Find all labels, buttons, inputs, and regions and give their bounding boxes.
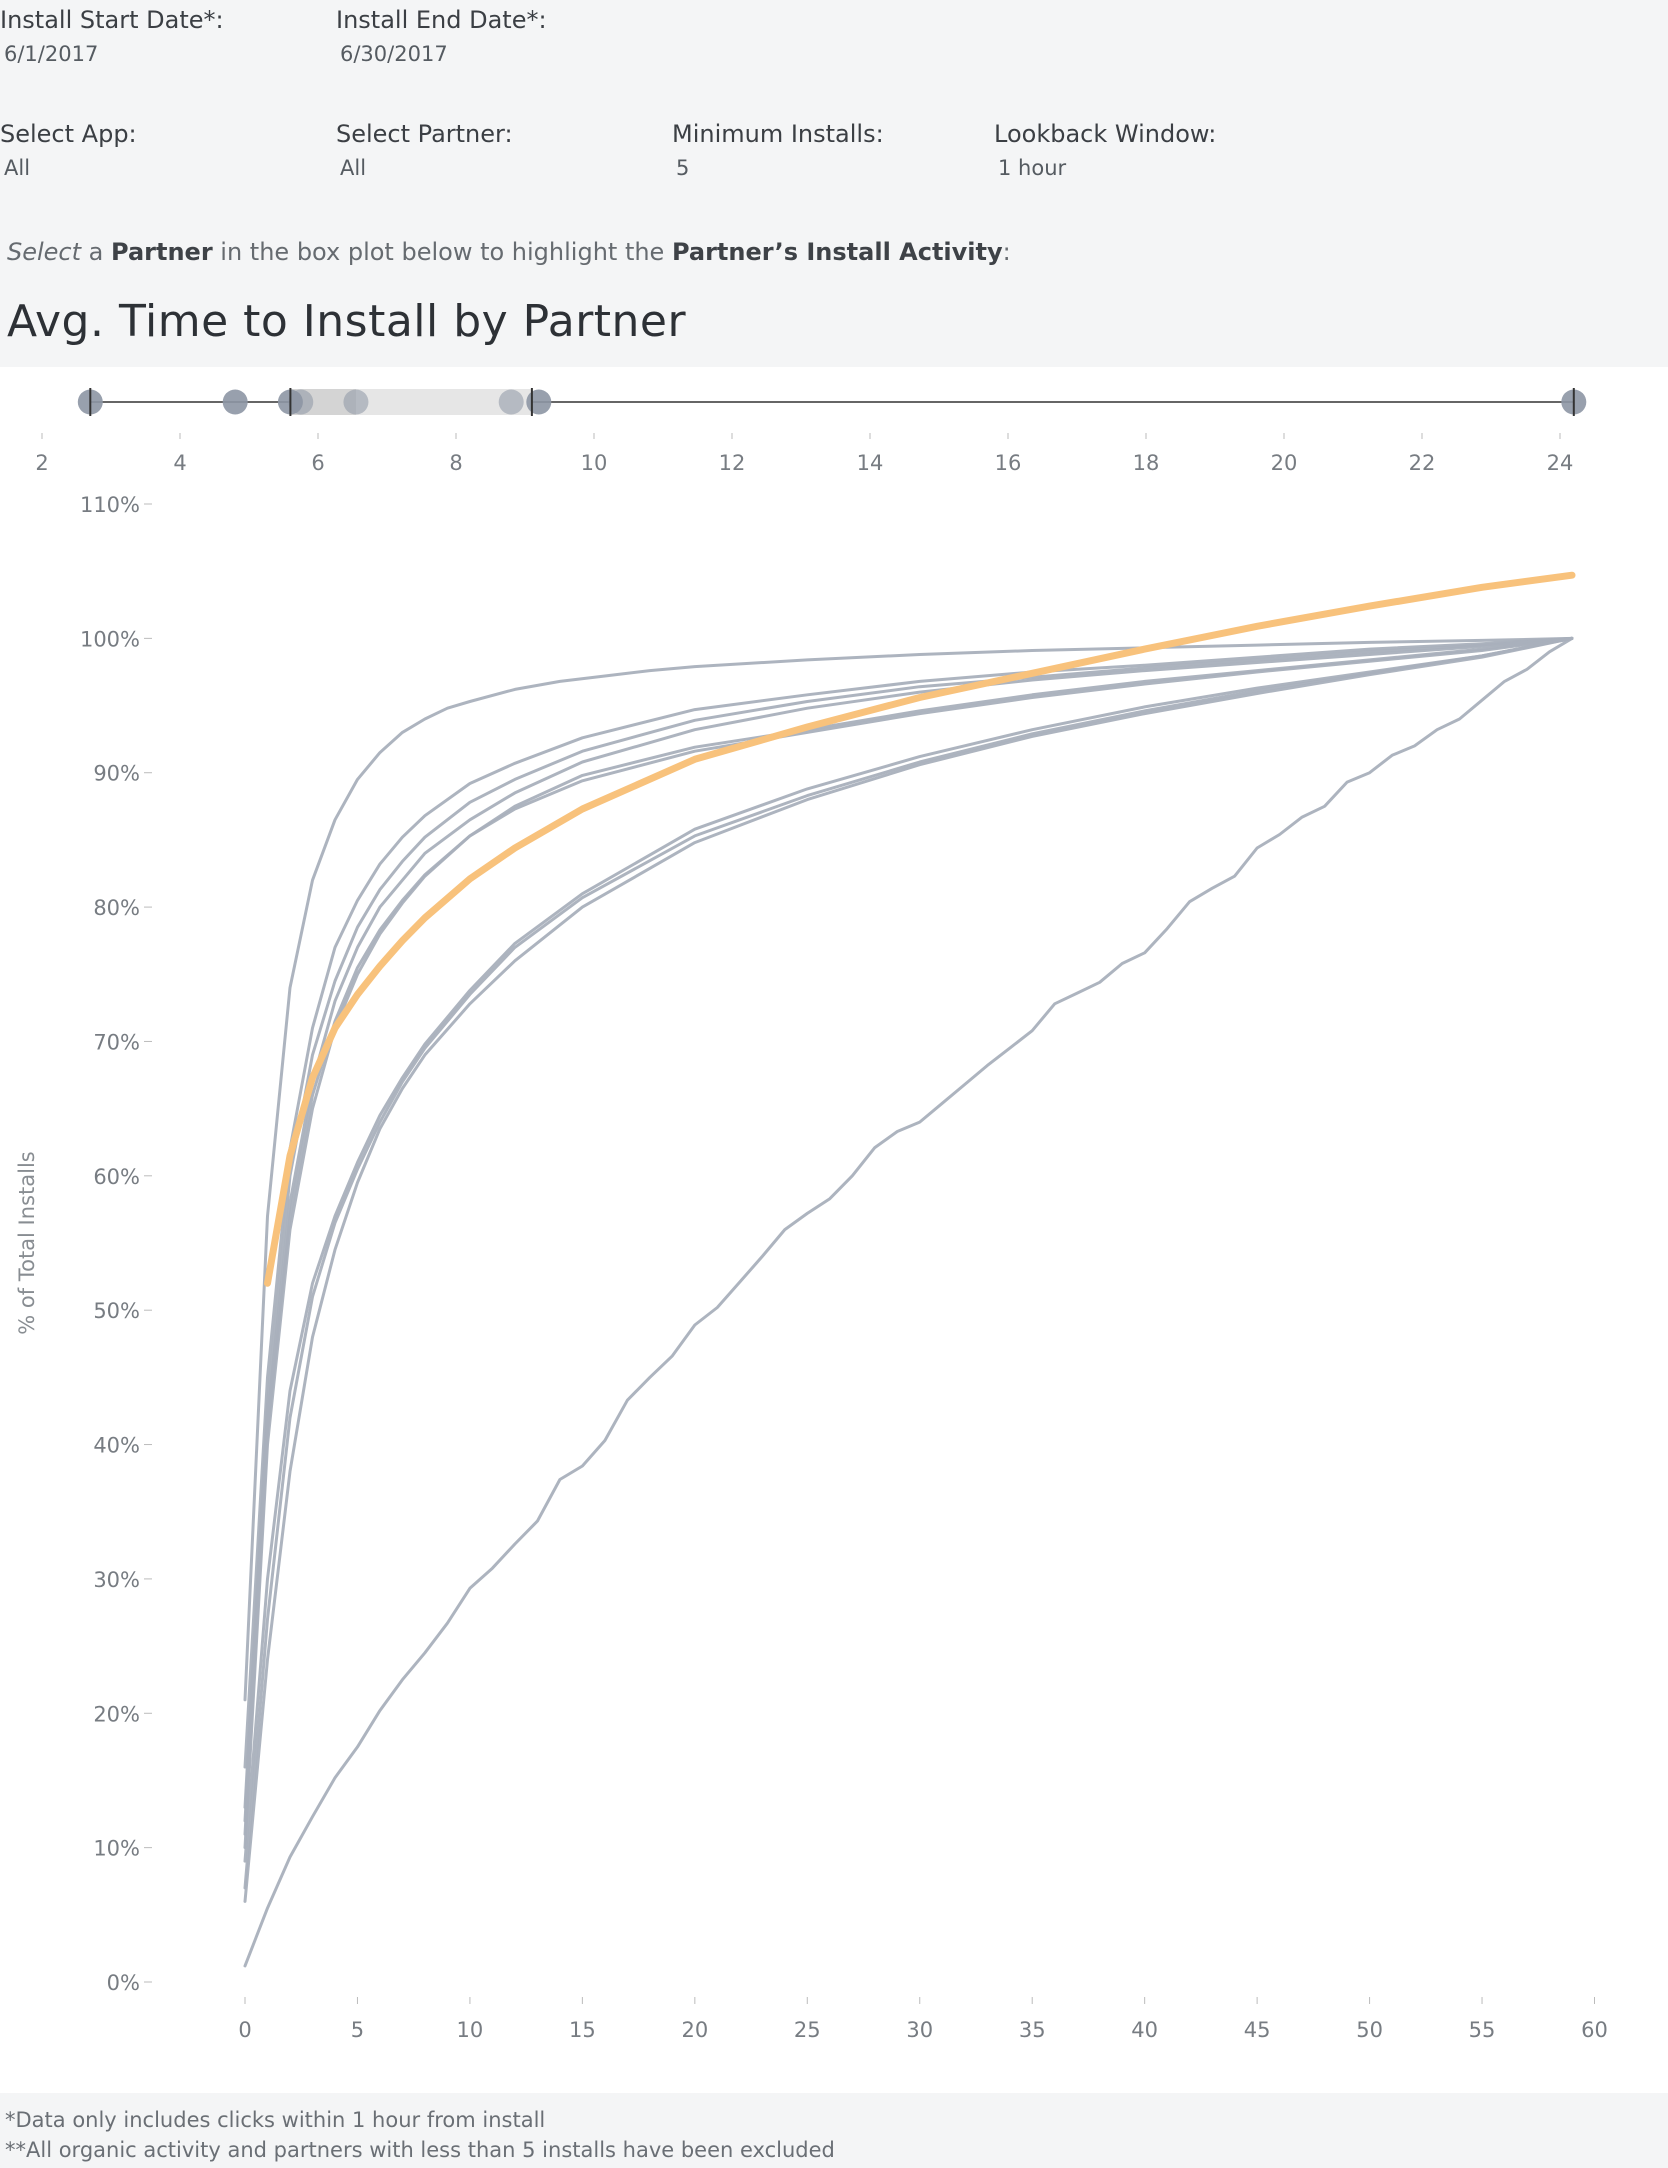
x-tick-label-0: 0 xyxy=(238,2018,251,2042)
filter-panel: Install Start Date*: 6/1/2017 Install En… xyxy=(0,0,1668,367)
install-start-date-label: Install Start Date*: xyxy=(0,6,224,34)
lookback-window-filter[interactable]: Lookback Window: 1 hour xyxy=(994,120,1216,180)
y-tick-label-6: 60% xyxy=(93,1165,140,1189)
box-tick-label-8: 18 xyxy=(1133,451,1160,475)
minimum-installs-value[interactable]: 5 xyxy=(676,156,690,180)
lookback-window-label: Lookback Window: xyxy=(994,120,1217,148)
y-tick-label-4: 40% xyxy=(93,1434,140,1458)
x-tick-label-4: 20 xyxy=(681,2018,708,2042)
select-partner-value[interactable]: All xyxy=(340,156,367,180)
x-tick-label-5: 25 xyxy=(794,2018,821,2042)
box-plot[interactable]: 2 4 6 8 10 12 14 16 18 20 22 24 xyxy=(35,388,1587,475)
y-tick-label-8: 80% xyxy=(93,896,140,920)
instruction-activity-phrase: Partner’s Install Activity xyxy=(671,238,1003,266)
highlighted-partner-line[interactable] xyxy=(264,571,1576,1287)
footer-panel: *Data only includes clicks within 1 hour… xyxy=(0,2093,1668,2168)
select-partner-filter[interactable]: Select Partner: All xyxy=(336,120,513,180)
partner-line-2[interactable] xyxy=(243,636,1574,1809)
x-tick-label-3: 15 xyxy=(569,2018,596,2042)
y-tick-label-7: 70% xyxy=(93,1030,140,1054)
line-chart-series xyxy=(243,571,1576,1968)
partner-line-0[interactable] xyxy=(243,636,1574,1702)
box-point-5[interactable] xyxy=(498,389,524,415)
partner-line-6[interactable] xyxy=(243,636,1574,1863)
y-tick-label-5: 50% xyxy=(93,1299,140,1323)
x-tick-label-6: 30 xyxy=(906,2018,933,2042)
x-tick-label-9: 45 xyxy=(1244,2018,1271,2042)
box-tick-label-3: 8 xyxy=(449,451,462,475)
instruction-part-6: : xyxy=(1002,238,1011,266)
y-tick-label-9: 90% xyxy=(93,762,140,786)
instruction-text: Select a Partner in the box plot below t… xyxy=(7,238,1011,266)
select-app-label: Select App: xyxy=(0,120,137,148)
x-tick-label-12: 60 xyxy=(1581,2018,1608,2042)
dashboard-title: Avg. Time to Install by Partner xyxy=(7,296,687,347)
box-tick-label-6: 14 xyxy=(857,451,884,475)
partner-line-4[interactable] xyxy=(243,636,1574,1850)
select-app-value[interactable]: All xyxy=(4,156,31,180)
instruction-part-2: a xyxy=(81,238,112,266)
footnote-1: *Data only includes clicks within 1 hour… xyxy=(5,2108,546,2132)
y-tick-label-10: 100% xyxy=(80,627,140,651)
lookback-window-value[interactable]: 1 hour xyxy=(998,156,1067,180)
select-partner-label: Select Partner: xyxy=(336,120,513,148)
box-tick-label-11: 24 xyxy=(1547,451,1574,475)
select-app-filter[interactable]: Select App: All xyxy=(0,120,137,180)
box-tick-label-7: 16 xyxy=(995,451,1022,475)
partner-line-8[interactable] xyxy=(243,636,1574,1903)
y-tick-label-0: 0% xyxy=(107,1971,140,1995)
install-end-date-label: Install End Date*: xyxy=(336,6,547,34)
partner-line-1[interactable] xyxy=(243,636,1574,1769)
instruction-part-4: in the box plot below to highlight the xyxy=(212,238,672,266)
x-tick-label-2: 10 xyxy=(457,2018,484,2042)
install-start-date-filter[interactable]: Install Start Date*: 6/1/2017 xyxy=(0,6,224,66)
partner-line-7[interactable] xyxy=(243,636,1574,1890)
y-tick-label-3: 30% xyxy=(93,1568,140,1592)
box-tick-label-10: 22 xyxy=(1409,451,1436,475)
x-tick-label-11: 55 xyxy=(1469,2018,1496,2042)
x-tick-label-1: 5 xyxy=(351,2018,364,2042)
install-end-date-value[interactable]: 6/30/2017 xyxy=(340,42,448,66)
y-tick-label-11: 110% xyxy=(80,493,140,517)
box-tick-label-0: 2 xyxy=(35,451,48,475)
box-point-3[interactable] xyxy=(288,389,314,415)
instruction-select-word: Select xyxy=(7,238,82,266)
partner-line-5[interactable] xyxy=(243,636,1574,1836)
box-point-6[interactable] xyxy=(526,389,552,415)
line-chart-axes: 0% 10% 20% 30% 40% 50% 60% 70% 80% 90% 100% 110% 0 5 1… xyxy=(80,493,1608,2042)
footnote-2: **All organic activity and partners with… xyxy=(5,2138,835,2162)
box-point-1[interactable] xyxy=(222,389,248,415)
box-tick-label-4: 10 xyxy=(581,451,608,475)
box-tick-label-1: 4 xyxy=(173,451,186,475)
y-axis-title: % of Total Installs xyxy=(15,1151,39,1334)
box-tick-label-5: 12 xyxy=(719,451,746,475)
charts-area: 2 4 6 8 10 12 14 16 18 20 22 24 0%10%20%30%40%50%60… xyxy=(15,388,1608,2042)
install-end-date-filter[interactable]: Install End Date*: 6/30/2017 xyxy=(336,6,547,66)
box-tick-label-2: 6 xyxy=(311,451,324,475)
y-tick-label-1: 10% xyxy=(93,1837,140,1861)
install-start-date-value[interactable]: 6/1/2017 xyxy=(4,42,99,66)
box-tick-label-9: 20 xyxy=(1271,451,1298,475)
x-tick-label-8: 40 xyxy=(1131,2018,1158,2042)
x-tick-label-10: 50 xyxy=(1356,2018,1383,2042)
y-tick-label-2: 20% xyxy=(93,1702,140,1726)
minimum-installs-filter[interactable]: Minimum Installs: 5 xyxy=(672,120,884,180)
box-point-4[interactable] xyxy=(343,389,369,415)
instruction-partner-word: Partner xyxy=(111,238,213,266)
partner-line-3[interactable] xyxy=(243,636,1574,1823)
partner-line-9[interactable] xyxy=(243,636,1574,1968)
x-tick-label-7: 35 xyxy=(1019,2018,1046,2042)
minimum-installs-label: Minimum Installs: xyxy=(672,120,884,148)
line-chart: 0% 10% 20% 30% 40% 50% 60% 70% 80% 90% 100% 110% 0 5 1… xyxy=(15,493,1608,2042)
